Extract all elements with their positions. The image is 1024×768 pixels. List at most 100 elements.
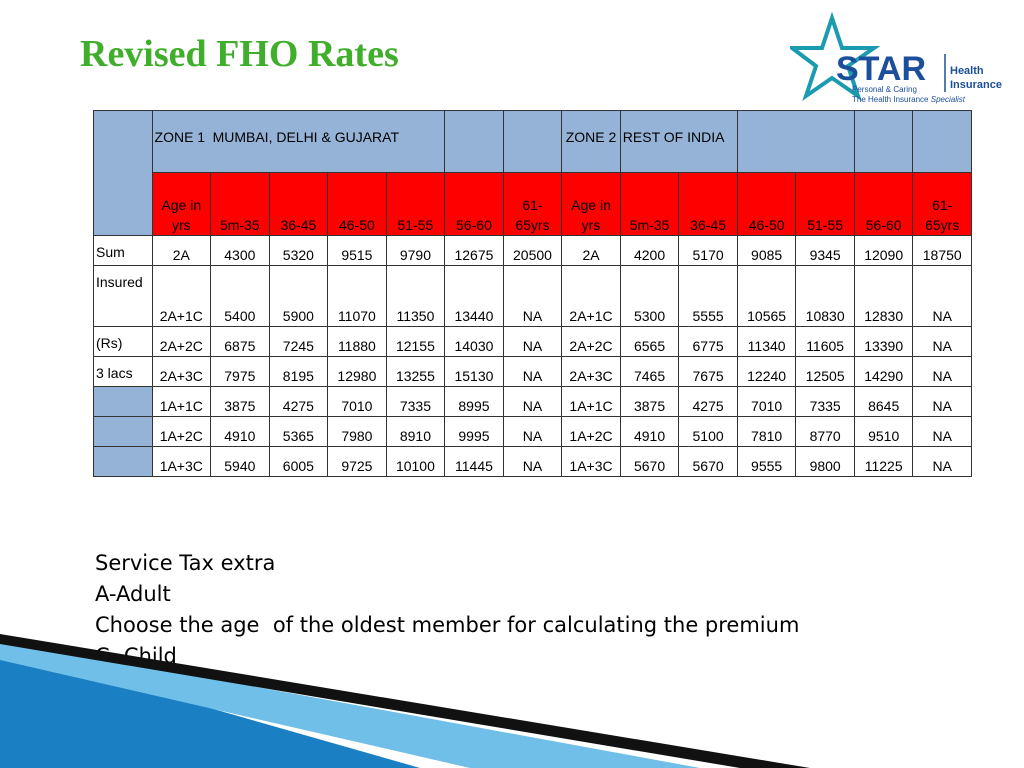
note-line: Service Tax extra	[95, 551, 276, 575]
rate-cell: 6005	[268, 446, 329, 477]
rate-cell: 9510	[853, 416, 914, 447]
notes: Service Tax extra A-Adult Choose the age o…	[95, 548, 799, 672]
logo: STAR Personal & Caring The Health Insura…	[790, 12, 1002, 104]
rate-cell: 7810	[736, 416, 797, 447]
logo-slogan: The Health Insurance Specialist	[852, 95, 966, 104]
rate-cell: 11070	[327, 265, 387, 327]
zone-row: ZONE 1 MUMBAI, DELHI & GUJARAT ZONE 2 REST …	[93, 110, 972, 236]
empty-cell	[736, 110, 855, 173]
rate-cell: 13440	[444, 265, 504, 327]
rate-cell: 14030	[444, 326, 504, 357]
rate-cell: 7010	[736, 386, 797, 417]
rate-row: 1A+1C 3875 4275 7010 7335 8995 NA 1A+1C 3875 4275…	[93, 386, 972, 417]
zone-label: ZONE 1	[151, 110, 211, 173]
age-header: 61-65yrs	[912, 172, 972, 236]
age-header: 36-45	[678, 172, 738, 236]
rate-cell: 5670	[678, 446, 738, 477]
rate-cell: NA	[502, 386, 563, 417]
rate-cell: 3875	[210, 386, 270, 417]
logo-product: Health	[950, 65, 984, 77]
rate-cell: 5940	[210, 446, 270, 477]
empty-cell	[853, 110, 914, 173]
rate-cell: 9790	[385, 235, 446, 266]
rate-cell: 1A+1C	[561, 386, 621, 417]
rate-row: 1A+2C 4910 5365 7980 8910 9995 NA 1A+2C 4910 5100…	[93, 416, 972, 447]
rate-cell: 7245	[268, 326, 329, 357]
zone-name: REST OF INDIA	[619, 110, 738, 173]
rate-cell: 9995	[444, 416, 504, 447]
rate-cell: 9725	[327, 446, 387, 477]
rate-cell: 13390	[853, 326, 914, 357]
rate-cell: 4910	[619, 416, 680, 447]
row-label: Sum	[93, 235, 153, 266]
age-header: 36-45	[268, 172, 329, 236]
row-label-empty	[93, 446, 153, 477]
rate-cell: 10830	[795, 265, 855, 327]
rate-cell: 5900	[268, 265, 329, 327]
rate-cell: 9515	[327, 235, 387, 266]
rate-cell: 4300	[210, 235, 270, 266]
rate-cell: 4275	[268, 386, 329, 417]
age-header: 56-60	[853, 172, 914, 236]
rate-cell: NA	[912, 446, 972, 477]
rate-cell: 12675	[444, 235, 504, 266]
rate-cell: 12240	[736, 356, 797, 387]
rate-cell: 1A+3C	[561, 446, 621, 477]
row-label: 3 lacs	[93, 356, 153, 387]
row-label-empty	[93, 386, 153, 417]
rate-cell: 12980	[327, 356, 387, 387]
rate-cell: 8195	[268, 356, 329, 387]
age-header: 5m-35	[210, 172, 270, 236]
swoosh	[0, 634, 810, 768]
rate-row: 1A+3C 5940 6005 9725 10100 11445 NA 1A+3C 5670 56…	[93, 446, 972, 477]
rate-cell: 2A+2C	[151, 326, 212, 357]
rate-cell: 5300	[619, 265, 680, 327]
rate-cell: 5170	[678, 235, 738, 266]
rate-cell: 6875	[210, 326, 270, 357]
empty-cell	[444, 110, 504, 173]
rate-cell: 2A+2C	[561, 326, 621, 357]
rate-cell: 8910	[385, 416, 446, 447]
rate-cell: 6565	[619, 326, 680, 357]
empty-cell	[502, 110, 563, 173]
rate-cell: 11340	[736, 326, 797, 357]
age-row: Age in yrs 5m-35 36-45 46-50 51-55 56-60 61-65…	[94, 172, 972, 236]
rate-cell: 2A+1C	[151, 265, 212, 327]
logo-product: Insurance	[950, 79, 1002, 91]
logo-tagline: Personal & Caring	[852, 85, 917, 94]
rate-cell: 4200	[619, 235, 680, 266]
rate-cell: 14290	[853, 356, 914, 387]
rate-cell: 7335	[795, 386, 855, 417]
rate-cell: 7975	[210, 356, 270, 387]
rate-cell: 8995	[444, 386, 504, 417]
rate-cell: 12830	[853, 265, 914, 327]
rate-cell: 15130	[444, 356, 504, 387]
rate-cell: 10100	[385, 446, 446, 477]
rate-cell: NA	[502, 265, 563, 327]
rate-cell: 6775	[678, 326, 738, 357]
row-label: (Rs)	[93, 326, 153, 357]
rate-cell: 20500	[502, 235, 563, 266]
rate-cell: 13255	[385, 356, 446, 387]
rate-cell: 8645	[853, 386, 914, 417]
rate-cell: 11445	[444, 446, 504, 477]
rate-cell: 2A+3C	[151, 356, 212, 387]
rate-cell: NA	[912, 386, 972, 417]
age-header: 51-55	[795, 172, 855, 236]
rate-cell: 4910	[210, 416, 270, 447]
rate-cell: 5670	[619, 446, 680, 477]
rate-cell: 12505	[795, 356, 855, 387]
rate-row: 3 lacs 2A+3C 7975 8195 12980 13255 15130 NA 2A+3…	[93, 356, 972, 387]
zone-name: MUMBAI, DELHI & GUJARAT	[210, 110, 446, 173]
row-label: Insured	[93, 265, 153, 327]
rate-cell: 8770	[795, 416, 855, 447]
logo-slogan-emphasis: Specialist	[931, 95, 966, 104]
rate-cell: 7675	[678, 356, 738, 387]
rates-table: ZONE 1 MUMBAI, DELHI & GUJARAT ZONE 2 REST …	[93, 110, 972, 477]
rate-cell: 7980	[327, 416, 387, 447]
rate-cell: 5320	[268, 235, 329, 266]
rate-cell: NA	[912, 356, 972, 387]
age-header: 5m-35	[619, 172, 680, 236]
rate-cell: 2A+3C	[561, 356, 621, 387]
